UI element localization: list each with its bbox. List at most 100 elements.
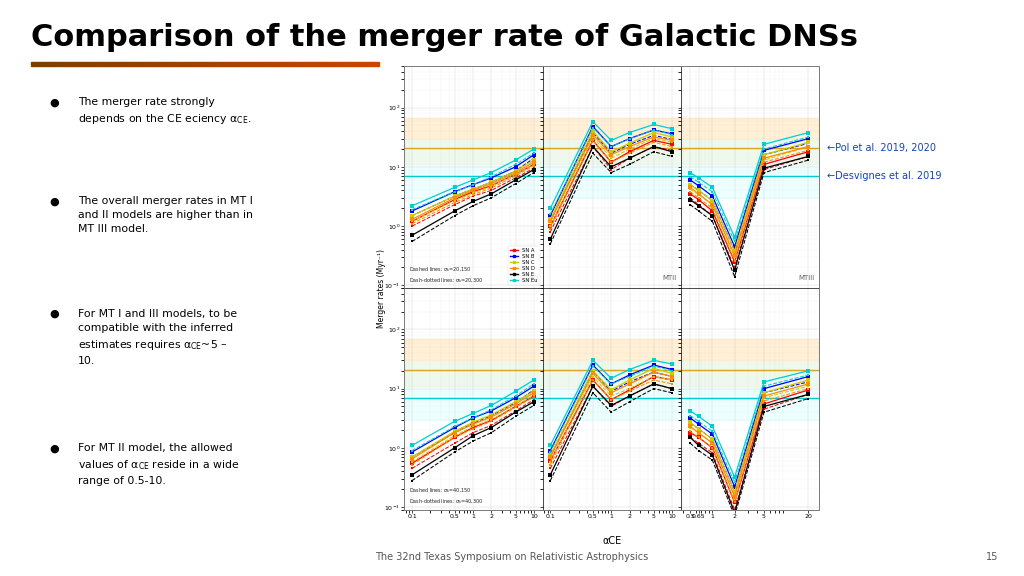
Bar <box>205 62 208 66</box>
Text: ●: ● <box>49 97 58 107</box>
Bar <box>163 62 167 66</box>
Bar <box>115 62 118 66</box>
Bar <box>681 362 819 419</box>
Bar <box>302 62 306 66</box>
Text: Dashed lines: $\sigma_k$=20,150: Dashed lines: $\sigma_k$=20,150 <box>409 265 471 274</box>
Bar <box>358 62 361 66</box>
Bar <box>66 62 69 66</box>
Bar <box>299 62 302 66</box>
Bar <box>132 62 135 66</box>
Bar <box>351 62 354 66</box>
Text: ●: ● <box>49 309 58 319</box>
Bar <box>153 62 156 66</box>
Bar <box>219 62 222 66</box>
Bar <box>330 62 334 66</box>
Bar <box>274 62 278 66</box>
Bar <box>212 62 215 66</box>
Bar <box>376 62 379 66</box>
Bar <box>69 62 73 66</box>
Bar <box>58 62 62 66</box>
Bar <box>100 62 103 66</box>
Bar <box>187 62 190 66</box>
Bar <box>145 62 150 66</box>
Text: Dash-dotted lines: $\sigma_k$=40,300: Dash-dotted lines: $\sigma_k$=40,300 <box>409 498 483 506</box>
Bar <box>681 339 819 386</box>
Text: For MT I and III models, to be
compatible with the inferred
estimates requires $: For MT I and III models, to be compatibl… <box>78 309 238 366</box>
Bar <box>118 62 121 66</box>
Bar <box>365 62 369 66</box>
Bar <box>344 62 347 66</box>
Bar <box>222 62 225 66</box>
Text: For MT II model, the allowed
values of $\mathregular{\alpha_{CE}}$ reside in a w: For MT II model, the allowed values of $… <box>78 444 240 486</box>
Bar <box>257 62 260 66</box>
Bar <box>543 339 681 386</box>
Bar <box>180 62 184 66</box>
Bar <box>324 62 327 66</box>
Bar <box>202 62 205 66</box>
Text: MTII: MTII <box>663 275 677 281</box>
Bar <box>142 62 145 66</box>
Bar <box>372 62 376 66</box>
Bar <box>369 62 372 66</box>
Bar <box>319 62 324 66</box>
Bar <box>177 62 180 66</box>
Bar <box>190 62 195 66</box>
Bar <box>250 62 254 66</box>
Bar <box>55 62 58 66</box>
Text: ←Pol et al. 2019, 2020: ←Pol et al. 2019, 2020 <box>827 143 936 153</box>
Bar <box>237 62 240 66</box>
Bar <box>404 141 543 198</box>
Bar <box>306 62 309 66</box>
Bar <box>347 62 351 66</box>
Bar <box>271 62 274 66</box>
Bar <box>285 62 289 66</box>
Text: Comparison of the merger rate of Galactic DNSs: Comparison of the merger rate of Galacti… <box>31 23 858 52</box>
Bar <box>247 62 250 66</box>
Bar <box>111 62 115 66</box>
Bar <box>278 62 282 66</box>
Text: The overall merger rates in MT I
and II models are higher than in
MT III model.: The overall merger rates in MT I and II … <box>78 196 253 234</box>
Bar <box>681 118 819 164</box>
Bar <box>543 141 681 198</box>
Bar <box>184 62 187 66</box>
Bar <box>76 62 80 66</box>
Bar <box>264 62 267 66</box>
Text: The merger rate strongly
depends on the CE eciency $\mathregular{\alpha_{CE}}$.: The merger rate strongly depends on the … <box>78 97 252 126</box>
Bar <box>86 62 90 66</box>
Text: MTIII: MTIII <box>799 275 815 281</box>
Bar <box>543 362 681 419</box>
Bar <box>156 62 160 66</box>
Bar <box>334 62 337 66</box>
Bar <box>327 62 330 66</box>
Bar <box>51 62 55 66</box>
Bar <box>289 62 292 66</box>
Text: The 32nd Texas Symposium on Relativistic Astrophysics: The 32nd Texas Symposium on Relativistic… <box>376 552 648 562</box>
Bar <box>45 62 48 66</box>
Legend: SN A, SN B, SN C, SN D, SN E, SN Eu: SN A, SN B, SN C, SN D, SN E, SN Eu <box>508 246 540 285</box>
Bar <box>354 62 358 66</box>
Bar <box>232 62 237 66</box>
Bar <box>103 62 108 66</box>
Bar <box>97 62 100 66</box>
Bar <box>125 62 128 66</box>
Bar <box>312 62 316 66</box>
Bar <box>62 62 66 66</box>
Bar <box>135 62 138 66</box>
Bar <box>170 62 173 66</box>
Bar <box>681 141 819 198</box>
Bar <box>243 62 247 66</box>
Bar <box>404 339 543 386</box>
Bar <box>121 62 125 66</box>
Bar <box>80 62 83 66</box>
Text: Merger rates (Myr⁻¹): Merger rates (Myr⁻¹) <box>377 248 386 328</box>
Text: 15: 15 <box>986 552 998 562</box>
Bar <box>93 62 97 66</box>
Bar <box>138 62 142 66</box>
Bar <box>295 62 299 66</box>
Bar <box>260 62 264 66</box>
Bar <box>160 62 163 66</box>
Bar <box>225 62 229 66</box>
Bar <box>31 62 34 66</box>
Bar <box>404 362 543 419</box>
Bar <box>254 62 257 66</box>
